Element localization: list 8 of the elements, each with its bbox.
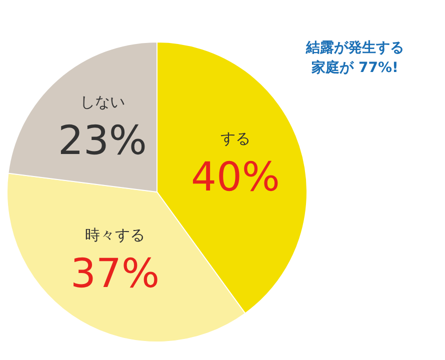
slice-label: する	[220, 130, 250, 148]
text: 家庭が 77%!	[310, 59, 398, 76]
data-label: 37%	[70, 251, 160, 298]
slice-label: しない	[80, 93, 125, 112]
data-label: 23%	[58, 118, 147, 164]
text: 結露が発生する	[305, 40, 404, 56]
slice-label: 時々する	[85, 226, 146, 244]
data-label: 40%	[191, 154, 280, 201]
